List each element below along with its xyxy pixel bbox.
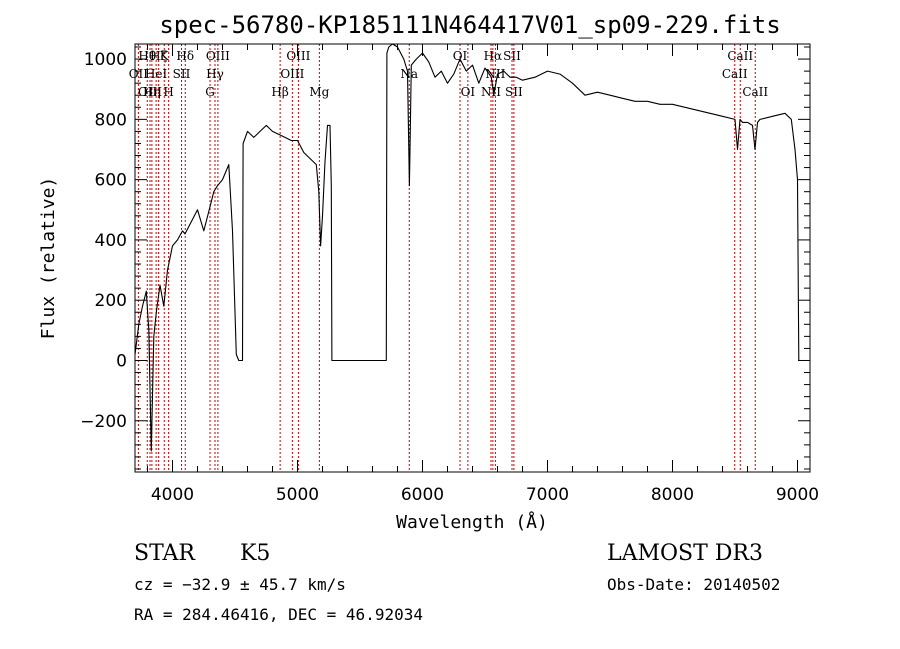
line-marker-label: CaII <box>727 49 753 63</box>
line-marker-label: Hη <box>143 85 161 99</box>
line-marker-label: OIII <box>206 49 230 63</box>
line-marker-label: G <box>205 85 215 99</box>
x-tick-label: 5000 <box>276 485 319 505</box>
line-marker-label: Hδ <box>176 49 194 63</box>
x-tick-label: 6000 <box>401 485 444 505</box>
y-tick-label: 600 <box>95 171 127 191</box>
x-tick-label: 9000 <box>776 485 819 505</box>
line-marker-label: H <box>163 85 173 99</box>
chart-title: spec-56780-KP185111N464417V01_sp09-229.f… <box>159 11 780 39</box>
line-marker-label: OI <box>453 49 468 63</box>
line-marker-label: SII <box>505 85 523 99</box>
line-marker-label: NII <box>481 85 501 99</box>
line-marker-label: Hζ <box>150 49 167 63</box>
emission-line-labels: OIIHθOIIIHηHeIHζKHSIIHδGHγOIIIHβOIIIOIII… <box>129 49 769 99</box>
object-subclass: K5 <box>240 541 270 566</box>
y-tick-label: −200 <box>80 412 127 432</box>
emission-line-markers <box>137 44 756 472</box>
x-tick-label: 7000 <box>526 485 569 505</box>
redshift-text: cz = −32.9 ± 45.7 km/s <box>134 575 346 594</box>
plot-frame <box>134 43 811 473</box>
line-marker-label: OIII <box>138 85 162 99</box>
line-marker-label: SII <box>173 67 191 81</box>
line-marker-label: SII <box>503 49 521 63</box>
line-marker-label: Hα <box>484 49 503 63</box>
line-marker-label: NII <box>485 67 505 81</box>
spectrum-line <box>134 43 800 452</box>
line-marker-label: Na <box>400 67 418 81</box>
line-marker-label: HeI <box>145 67 168 81</box>
line-marker-label: OIII <box>280 67 304 81</box>
obs-date-text: Obs-Date: 20140502 <box>607 575 780 594</box>
object-class: STAR <box>134 541 196 566</box>
y-tick-label: 0 <box>116 351 127 371</box>
y-axis-label: Flux (relative) <box>38 177 59 340</box>
line-marker-label: K <box>160 49 170 63</box>
y-tick-label: 200 <box>95 291 127 311</box>
y-tick-label: 1000 <box>84 50 127 70</box>
x-axis: 4000 5000 6000 7000 8000 9000 <box>147 44 819 505</box>
line-marker-label: CaII <box>742 85 768 99</box>
x-tick-label: 4000 <box>151 485 194 505</box>
y-tick-label: 400 <box>95 231 127 251</box>
line-marker-label: Mg <box>309 85 329 99</box>
line-marker-label: OIII <box>286 49 310 63</box>
coords-text: RA = 284.46416, DEC = 46.92034 <box>134 605 423 624</box>
line-marker-label: Hγ <box>206 67 224 81</box>
y-tick-label: 800 <box>95 110 127 130</box>
y-axis: −200 0 200 400 600 800 1000 <box>80 46 810 470</box>
line-marker-label: CaII <box>722 67 748 81</box>
line-marker-label: Hβ <box>271 85 288 99</box>
line-marker-label: OII <box>129 67 149 81</box>
line-marker-label: OI <box>461 85 476 99</box>
x-tick-label: 8000 <box>651 485 694 505</box>
x-axis-label: Wavelength (Å) <box>396 511 548 533</box>
survey-name: LAMOST DR3 <box>607 541 763 566</box>
